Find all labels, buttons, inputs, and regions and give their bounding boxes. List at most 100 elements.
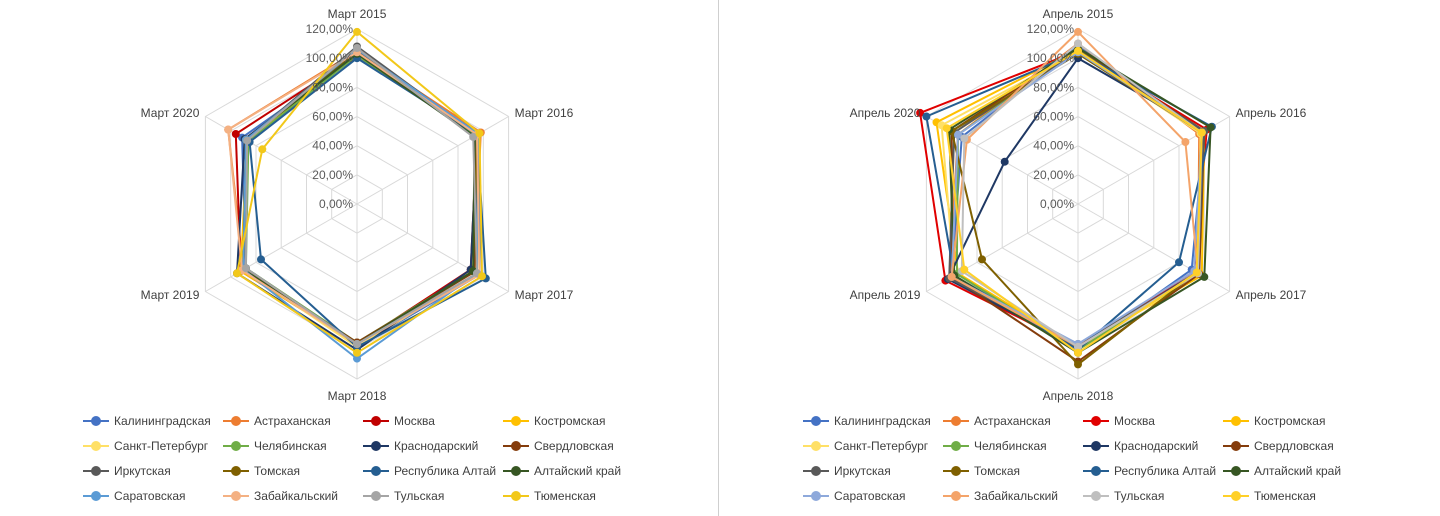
legend-swatch <box>83 465 109 477</box>
data-point <box>954 130 962 139</box>
data-point <box>1074 348 1082 357</box>
legend-swatch-marker <box>1091 466 1101 476</box>
legend-swatch <box>803 440 829 452</box>
legend-swatch <box>503 490 529 502</box>
category-label: Апрель 2016 <box>1236 106 1307 120</box>
legend-label: Тюменская <box>1254 489 1316 503</box>
legend-item: Свердловская <box>503 437 614 455</box>
legend-swatch-marker <box>511 466 521 476</box>
legend-swatch-marker <box>951 491 961 501</box>
data-point <box>1192 268 1201 277</box>
series-line <box>227 49 482 344</box>
legend-item: Саратовская <box>803 487 906 505</box>
legend-swatch <box>503 465 529 477</box>
data-point <box>243 136 252 145</box>
legend-swatch <box>363 490 389 502</box>
legend-swatch-marker <box>91 491 101 501</box>
category-label: Март 2018 <box>328 389 387 403</box>
radial-tick-label: 120,00% <box>1027 22 1075 36</box>
legend-swatch <box>363 440 389 452</box>
data-point <box>353 340 361 348</box>
legend-swatch <box>363 415 389 427</box>
series-5 <box>239 48 483 351</box>
legend-swatch-marker <box>371 491 381 501</box>
legend-swatch-marker <box>1231 416 1241 426</box>
legend-item: Республика Алтай <box>363 462 496 480</box>
legend-label: Челябинская <box>254 439 327 453</box>
legend-item: Алтайский край <box>503 462 621 480</box>
series-13 <box>239 45 483 363</box>
data-point <box>469 132 478 141</box>
data-point <box>1206 123 1215 132</box>
data-point <box>257 255 265 264</box>
legend-swatch <box>363 465 389 477</box>
radar-spoke <box>205 203 358 292</box>
legend-label: Санкт-Петербург <box>834 439 929 453</box>
legend-label: Москва <box>394 414 435 428</box>
radial-tick-label: 0,00% <box>319 197 353 211</box>
legend-swatch-marker <box>951 441 961 451</box>
legend-label: Калининградская <box>114 414 211 428</box>
data-point <box>353 354 361 363</box>
data-point <box>922 112 931 121</box>
series-16 <box>942 46 1206 357</box>
legend-item: Забайкальский <box>223 487 338 505</box>
legend-swatch-marker <box>231 491 241 501</box>
series-15 <box>241 44 481 348</box>
legend-label: Санкт-Петербург <box>114 439 209 453</box>
data-point <box>1200 272 1209 281</box>
radial-tick-label: 60,00% <box>312 110 353 124</box>
radial-tick-label: 100,00% <box>306 51 354 65</box>
data-point <box>231 130 240 138</box>
data-point <box>1074 39 1082 48</box>
legend-swatch <box>1223 465 1249 477</box>
legend-swatch-marker <box>1091 491 1101 501</box>
legend-item: Саратовская <box>83 487 186 505</box>
legend-item: Челябинская <box>223 437 327 455</box>
category-label: Март 2019 <box>141 288 200 302</box>
data-point <box>258 145 267 154</box>
legend-swatch <box>223 465 249 477</box>
legend-swatch <box>1083 415 1109 427</box>
legend-item: Республика Алтай <box>1083 462 1216 480</box>
radial-tick-label: 100,00% <box>1027 51 1075 65</box>
legend-label: Алтайский край <box>534 464 622 478</box>
legend-item: Костромская <box>1223 412 1325 430</box>
legend-label: Тюменская <box>534 489 596 503</box>
legend-label: Астраханская <box>254 414 331 428</box>
category-label: Апрель 2018 <box>1043 389 1114 403</box>
legend-swatch-marker <box>511 416 521 426</box>
legend-item: Иркутская <box>83 462 171 480</box>
legend-item: Калининградская <box>83 412 211 430</box>
legend-item: Тюменская <box>1223 487 1316 505</box>
legend-swatch <box>83 490 109 502</box>
legend-item: Алтайский край <box>1223 462 1341 480</box>
legend-swatch <box>1223 415 1249 427</box>
legend-item: Свердловская <box>1223 437 1334 455</box>
series-8 <box>239 46 483 347</box>
legend-swatch-marker <box>231 441 241 451</box>
category-label: Март 2016 <box>515 106 574 120</box>
legend-swatch-marker <box>811 416 821 426</box>
data-point <box>916 108 925 117</box>
legend-item: Москва <box>363 412 435 430</box>
legend-item: Забайкальский <box>943 487 1058 505</box>
legend-label: Забайкальский <box>254 489 338 503</box>
legend-label: Саратовская <box>114 489 186 503</box>
series-6 <box>241 51 480 347</box>
legend-swatch-marker <box>511 491 521 501</box>
legend-item: Калининградская <box>803 412 931 430</box>
legend-label: Тульская <box>1114 489 1165 503</box>
legend-swatch <box>943 465 969 477</box>
legend-label: Алтайский край <box>1254 464 1342 478</box>
legend-swatch-marker <box>91 441 101 451</box>
legend-swatch <box>1223 440 1249 452</box>
series-14 <box>947 27 1202 351</box>
series-line <box>242 48 480 360</box>
legend-swatch <box>223 440 249 452</box>
legend-item: Тюменская <box>503 487 596 505</box>
radial-tick-label: 20,00% <box>1033 168 1074 182</box>
legend-swatch-marker <box>1091 416 1101 426</box>
legend-item: Санкт-Петербург <box>83 437 208 455</box>
